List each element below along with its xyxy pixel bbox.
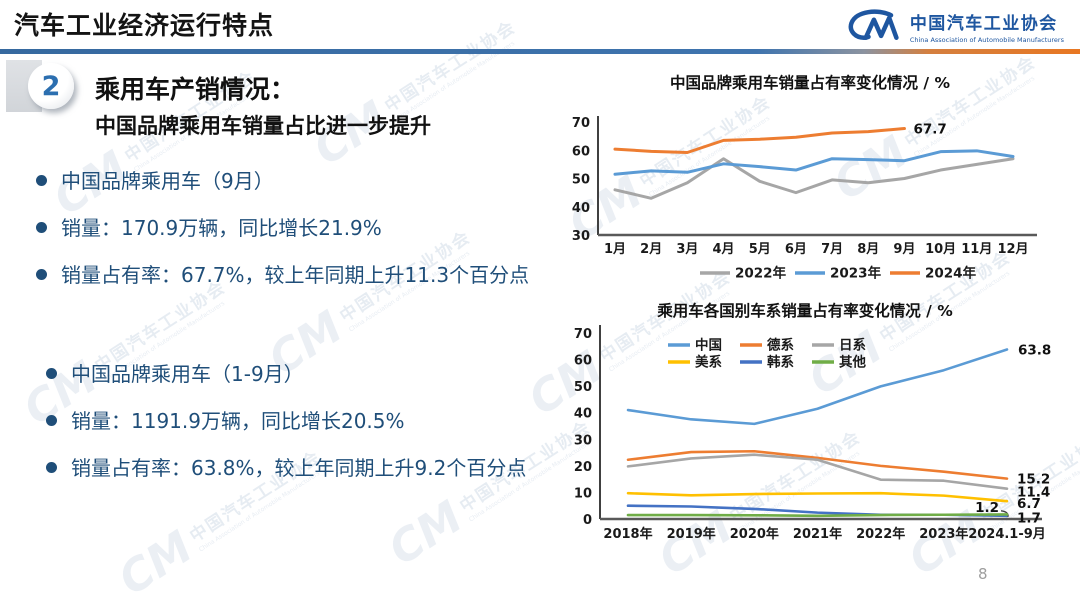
data-label: 63.8 — [1018, 342, 1051, 358]
legend-label: 2022年 — [735, 265, 787, 282]
cm-logo-icon — [848, 9, 899, 40]
bullet-dot-icon — [36, 222, 47, 233]
x-tick-label: 7月 — [821, 242, 843, 257]
series-line-日系 — [626, 453, 1009, 491]
legend-label: 韩系 — [767, 354, 795, 371]
y-tick-label: 40 — [574, 407, 592, 422]
bullet-dot-icon — [36, 175, 47, 186]
y-tick-label: 0 — [583, 513, 592, 528]
logo-names: 中国汽车工业协会 China Association of Automobile… — [910, 9, 1064, 44]
x-tick-label: 6月 — [785, 242, 807, 257]
series-line-中国 — [626, 348, 1009, 426]
bullet-text: 销量占有率：63.8%，较上年同期上升9.2个百分点 — [71, 456, 527, 480]
x-tick-label: 12月 — [997, 242, 1028, 257]
x-tick-label: 2023年 — [919, 526, 968, 542]
series-line-2022年 — [613, 157, 1015, 200]
y-tick-label: 30 — [572, 229, 590, 244]
bullet-dot-icon — [36, 269, 47, 280]
bullet-item: 销量占有率：67.7%，较上年同期上升11.3个百分点 — [36, 257, 541, 293]
china-brand-share-chart: 中国品牌乘用车销量占有率变化情况 / % 30 40 50 60 70 1月 2月 3月 4月 5… — [572, 73, 1037, 282]
x-tick-label: 8月 — [857, 242, 879, 257]
y-tick-label: 60 — [572, 144, 590, 159]
y-tick-label: 30 — [574, 433, 592, 448]
data-label: 11.4 — [1017, 485, 1050, 501]
page-number: 8 — [978, 565, 988, 583]
header-divider — [0, 49, 1080, 54]
chart-title: 乘用车各国别车系销量占有率变化情况 / % — [656, 301, 953, 320]
data-label: 15.2 — [1017, 472, 1050, 488]
legend-label: 德系 — [767, 337, 795, 354]
x-tick-label: 9月 — [893, 242, 915, 257]
x-tick-label: 2020年 — [730, 526, 779, 542]
y-tick-label: 50 — [572, 173, 590, 188]
legend-label: 日系 — [839, 337, 867, 354]
series-line-2024年 — [613, 126, 906, 155]
legend-label: 2024年 — [925, 265, 977, 282]
legend-label: 美系 — [695, 354, 723, 371]
y-tick-label: 70 — [572, 116, 590, 131]
bullet-group-september: 中国品牌乘用车（9月） 销量：170.9万辆，同比增长21.9% 销量占有率：67.… — [36, 163, 541, 304]
bullet-text: 销量占有率：67.7%，较上年同期上升11.3个百分点 — [61, 263, 530, 287]
series-line-美系 — [626, 491, 1009, 503]
bullet-item: 中国品牌乘用车（9月） — [36, 163, 541, 199]
section-subheading: 中国品牌乘用车销量占比进一步提升 — [95, 114, 431, 138]
bullet-text: 中国品牌乘用车（1-9月） — [71, 362, 304, 386]
x-tick-label: 4月 — [713, 242, 735, 257]
data-label: 6.7 — [1017, 496, 1041, 512]
data-label: 1.2 — [975, 500, 999, 516]
x-tick-label: 3月 — [676, 242, 698, 257]
series-line-2023年 — [613, 149, 1015, 176]
bullet-item: 中国品牌乘用车（1-9月） — [46, 356, 551, 392]
country-series-share-chart: 乘用车各国别车系销量占有率变化情况 / % 0 10 20 30 40 50 60 70 201… — [574, 301, 1051, 542]
chart-title: 中国品牌乘用车销量占有率变化情况 / % — [670, 73, 950, 92]
bullet-text: 中国品牌乘用车（9月） — [61, 169, 274, 193]
legend-label: 2023年 — [830, 265, 882, 282]
x-tick-label: 2024.1-9月 — [968, 527, 1046, 542]
y-tick-label: 40 — [572, 201, 590, 216]
series-line-其他 — [626, 513, 1009, 518]
bullet-item: 销量：1191.9万辆，同比增长20.5% — [46, 403, 551, 439]
section-heading: 乘用车产销情况： — [95, 75, 296, 104]
page-title: 汽车工业经济运行特点 — [14, 11, 275, 40]
legend-label: 中国 — [695, 337, 722, 354]
x-tick-label: 5月 — [749, 242, 771, 257]
x-tick-label: 2021年 — [793, 526, 842, 542]
logo-name-en: China Association of Automobile Manufact… — [909, 35, 1064, 44]
x-tick-label: 2018年 — [603, 526, 652, 542]
series-line-德系 — [626, 449, 1009, 480]
x-tick-label: 1月 — [604, 242, 626, 257]
label-leader-line — [1000, 510, 1009, 517]
y-tick-label: 10 — [574, 486, 592, 501]
association-logo: 中国汽车工业协会 China Association of Automobile… — [844, 8, 1064, 44]
y-tick-label: 60 — [574, 354, 592, 369]
y-tick-label: 20 — [574, 460, 592, 475]
data-label: 67.7 — [913, 121, 946, 137]
bullet-dot-icon — [46, 462, 57, 473]
legend-label: 其他 — [839, 354, 867, 371]
bullet-text: 销量：170.9万辆，同比增长21.9% — [61, 216, 382, 240]
bullet-text: 销量：1191.9万辆，同比增长20.5% — [71, 409, 405, 433]
bullet-item: 销量占有率：63.8%，较上年同期上升9.2个百分点 — [46, 450, 551, 486]
x-tick-label: 11月 — [961, 242, 992, 257]
bullet-group-jan-september: 中国品牌乘用车（1-9月） 销量：1191.9万辆，同比增长20.5% 销量占有率：… — [46, 356, 551, 497]
data-label: 1.7 — [1017, 510, 1041, 526]
bullet-dot-icon — [46, 415, 57, 426]
bullet-item: 销量：170.9万辆，同比增长21.9% — [36, 210, 541, 246]
bullet-dot-icon — [46, 368, 57, 379]
x-tick-label: 2022年 — [856, 526, 905, 542]
x-tick-label: 2019年 — [667, 526, 716, 542]
logo-name-cn: 中国汽车工业协会 — [909, 13, 1058, 34]
section-number-badge: 2 — [28, 63, 74, 109]
x-tick-label: 2月 — [640, 242, 662, 257]
y-tick-label: 70 — [574, 327, 592, 342]
x-tick-label: 10月 — [925, 242, 956, 257]
y-tick-label: 50 — [574, 380, 592, 395]
